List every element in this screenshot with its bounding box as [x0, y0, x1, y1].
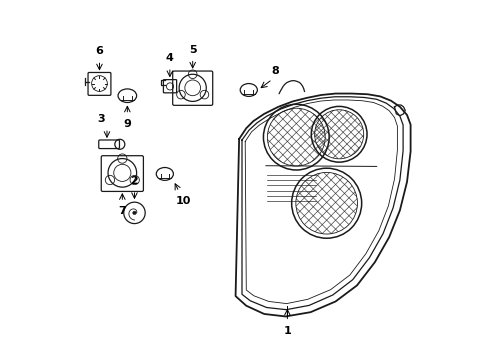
Text: 9: 9 [123, 119, 131, 129]
Text: 5: 5 [188, 45, 196, 55]
Text: 4: 4 [165, 53, 173, 63]
Text: 8: 8 [271, 66, 279, 76]
Text: 10: 10 [175, 196, 191, 206]
Text: 1: 1 [283, 326, 291, 336]
Text: 6: 6 [95, 46, 103, 56]
Text: 7: 7 [118, 206, 126, 216]
Circle shape [132, 211, 136, 215]
Text: 3: 3 [98, 114, 105, 124]
Text: 2: 2 [130, 176, 138, 186]
